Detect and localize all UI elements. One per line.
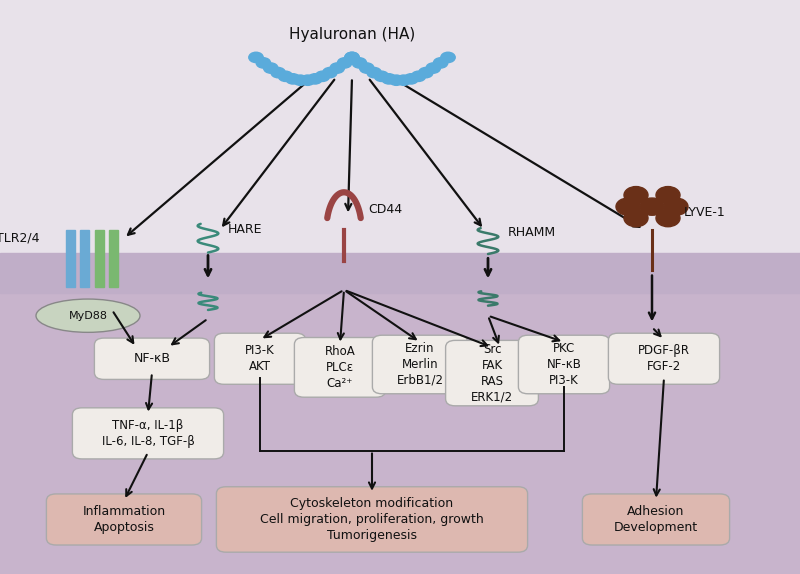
FancyBboxPatch shape xyxy=(214,333,306,385)
Circle shape xyxy=(322,68,337,78)
Circle shape xyxy=(345,52,359,63)
Text: Cytoskeleton modification
Cell migration, proliferation, growth
Tumorigenesis: Cytoskeleton modification Cell migration… xyxy=(260,497,484,542)
Bar xyxy=(0,290,800,574)
Text: NF-κB: NF-κB xyxy=(134,352,170,365)
FancyBboxPatch shape xyxy=(446,340,538,406)
FancyBboxPatch shape xyxy=(582,494,730,545)
Circle shape xyxy=(616,198,640,215)
Text: LYVE-1: LYVE-1 xyxy=(684,206,726,219)
Circle shape xyxy=(624,187,648,204)
Text: Inflammation
Apoptosis: Inflammation Apoptosis xyxy=(82,505,166,534)
Circle shape xyxy=(286,73,300,84)
Text: Src
FAK
RAS
ERK1/2: Src FAK RAS ERK1/2 xyxy=(471,343,513,404)
Circle shape xyxy=(664,198,688,215)
Text: CD44: CD44 xyxy=(368,203,402,216)
Text: RHAMM: RHAMM xyxy=(508,226,556,239)
Circle shape xyxy=(249,52,263,63)
Circle shape xyxy=(308,73,322,84)
Circle shape xyxy=(640,198,664,215)
FancyBboxPatch shape xyxy=(518,335,610,394)
Circle shape xyxy=(271,68,286,78)
FancyBboxPatch shape xyxy=(373,335,467,394)
FancyBboxPatch shape xyxy=(294,338,386,397)
FancyBboxPatch shape xyxy=(46,494,202,545)
Circle shape xyxy=(345,52,359,63)
Text: HARE: HARE xyxy=(228,223,262,236)
Bar xyxy=(94,230,104,287)
Circle shape xyxy=(263,63,278,73)
Circle shape xyxy=(278,71,293,82)
Circle shape xyxy=(397,75,411,86)
Text: MyD88: MyD88 xyxy=(69,311,107,321)
Bar xyxy=(0,253,800,293)
Text: RhoA
PLCε
Ca²⁺: RhoA PLCε Ca²⁺ xyxy=(325,345,355,390)
Circle shape xyxy=(293,75,307,86)
Circle shape xyxy=(359,63,374,73)
Circle shape xyxy=(434,58,448,68)
Bar xyxy=(66,230,75,287)
Circle shape xyxy=(315,71,330,82)
Circle shape xyxy=(256,58,270,68)
Bar xyxy=(80,230,90,287)
Circle shape xyxy=(389,75,403,86)
Text: PI3-K
AKT: PI3-K AKT xyxy=(245,344,275,373)
FancyBboxPatch shape xyxy=(94,338,210,379)
Bar xyxy=(109,230,118,287)
Circle shape xyxy=(656,187,680,204)
Text: Ezrin
Merlin
ErbB1/2: Ezrin Merlin ErbB1/2 xyxy=(397,342,443,387)
Circle shape xyxy=(374,71,389,82)
Circle shape xyxy=(624,210,648,227)
Text: PKC
NF-κB
PI3-K: PKC NF-κB PI3-K xyxy=(546,342,582,387)
Circle shape xyxy=(404,73,418,84)
Text: Adhesion
Development: Adhesion Development xyxy=(614,505,698,534)
Ellipse shape xyxy=(36,299,140,332)
Circle shape xyxy=(418,68,433,78)
Circle shape xyxy=(367,68,382,78)
FancyBboxPatch shape xyxy=(72,408,223,459)
Circle shape xyxy=(352,58,366,68)
Circle shape xyxy=(656,210,680,227)
Circle shape xyxy=(441,52,455,63)
FancyBboxPatch shape xyxy=(608,333,720,385)
Circle shape xyxy=(411,71,426,82)
Text: Hyaluronan (HA): Hyaluronan (HA) xyxy=(289,27,415,42)
Text: TLR2/4: TLR2/4 xyxy=(0,232,40,245)
Text: PDGF-βR
FGF-2: PDGF-βR FGF-2 xyxy=(638,344,690,373)
FancyBboxPatch shape xyxy=(216,487,528,552)
Circle shape xyxy=(301,75,315,86)
Bar xyxy=(0,0,800,290)
Circle shape xyxy=(382,73,396,84)
Circle shape xyxy=(338,58,352,68)
Text: TNF-α, IL-1β
IL-6, IL-8, TGF-β: TNF-α, IL-1β IL-6, IL-8, TGF-β xyxy=(102,419,194,448)
Circle shape xyxy=(330,63,345,73)
Circle shape xyxy=(426,63,441,73)
